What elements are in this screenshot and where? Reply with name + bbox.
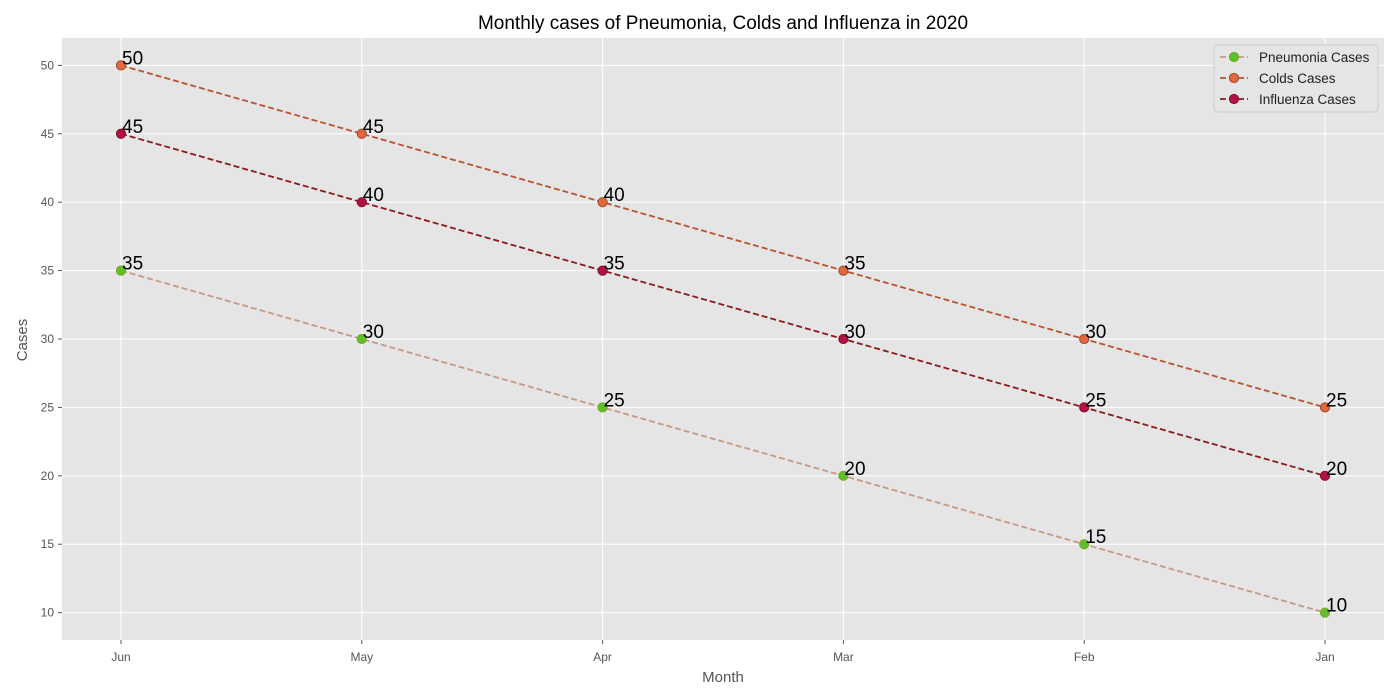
legend-entry: Influenza Cases	[1220, 92, 1356, 107]
series-line	[120, 64, 1326, 409]
data-label: 35	[844, 254, 865, 275]
legend-box	[1213, 44, 1379, 113]
data-point	[115, 265, 127, 276]
data-label: 25	[1326, 390, 1347, 411]
data-point	[1079, 333, 1090, 345]
data-label: 40	[604, 185, 625, 206]
data-label: 25	[1085, 390, 1106, 411]
data-point	[1319, 402, 1331, 413]
y-tick-label: 15	[41, 537, 55, 551]
series-line	[120, 269, 1326, 614]
legend-marker	[1228, 93, 1240, 105]
data-point	[356, 197, 367, 208]
legend-label: Influenza Cases	[1259, 92, 1356, 107]
series-1	[115, 60, 1331, 413]
legend: Pneumonia Cases Colds Cases Influenza Case…	[1213, 44, 1379, 113]
data-label: 30	[844, 322, 865, 343]
x-tick-label: Feb	[1074, 650, 1095, 664]
data-point	[1319, 607, 1331, 618]
y-tick-label: 10	[41, 606, 55, 620]
y-tick-label: 35	[41, 264, 55, 278]
data-label: 10	[1326, 596, 1347, 617]
legend-entry: Colds Cases	[1220, 71, 1336, 86]
data-point	[838, 265, 849, 276]
x-axis-ticks: Jun May Apr Mar Feb Jan	[111, 640, 1335, 664]
data-point	[597, 402, 608, 413]
data-point	[838, 333, 849, 345]
data-labels: 35 30 25 20 15 10 50 45 40 35 30 25 45 40 35 30 25 20	[122, 48, 1347, 616]
data-point	[597, 265, 608, 276]
data-point	[1079, 539, 1090, 550]
y-tick-label: 40	[41, 195, 55, 209]
legend-marker	[1228, 72, 1240, 84]
data-point	[356, 333, 367, 345]
x-tick-label: Mar	[833, 650, 854, 664]
legend-marker	[1228, 51, 1240, 63]
data-point	[115, 128, 127, 139]
x-tick-label: Apr	[593, 650, 612, 664]
data-label: 45	[122, 117, 143, 138]
y-axis-title: Cases	[14, 319, 31, 362]
data-label: 15	[1085, 527, 1106, 548]
series-layer	[115, 60, 1331, 618]
data-point	[356, 128, 367, 139]
data-label: 45	[363, 117, 384, 138]
x-axis-title: Month	[702, 669, 744, 686]
y-tick-label: 25	[41, 400, 55, 414]
x-tick-label: Jan	[1315, 650, 1334, 664]
data-point	[115, 60, 127, 71]
data-point	[597, 197, 608, 208]
series-0	[115, 265, 1331, 618]
data-label: 35	[122, 254, 143, 275]
data-label: 40	[363, 185, 384, 206]
series-2	[115, 128, 1331, 481]
data-label: 35	[604, 254, 625, 275]
legend-label: Colds Cases	[1259, 71, 1336, 86]
legend-label: Pneumonia Cases	[1259, 50, 1370, 65]
y-axis-ticks: 10 15 20 25 30 35 40 45 50	[41, 58, 62, 620]
series-line	[120, 132, 1326, 477]
data-label: 30	[363, 322, 384, 343]
data-point	[1079, 402, 1090, 413]
chart-title: Monthly cases of Pneumonia, Colds and In…	[478, 13, 968, 34]
y-tick-label: 50	[41, 58, 55, 72]
y-tick-label: 45	[41, 127, 55, 141]
data-point	[838, 470, 849, 481]
x-tick-label: Jun	[111, 650, 130, 664]
data-label: 20	[844, 459, 865, 480]
y-tick-label: 30	[41, 332, 55, 346]
data-label: 30	[1085, 322, 1106, 343]
data-label: 20	[1326, 459, 1347, 480]
data-label: 25	[604, 390, 625, 411]
y-tick-label: 20	[41, 469, 55, 483]
legend-entry: Pneumonia Cases	[1220, 50, 1370, 65]
data-label: 50	[122, 48, 143, 69]
x-tick-label: May	[350, 650, 373, 664]
data-point	[1319, 470, 1331, 481]
